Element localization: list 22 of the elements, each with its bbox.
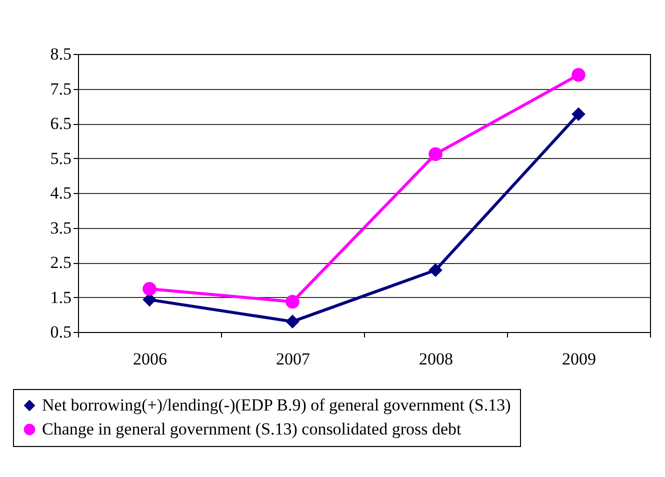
point bbox=[428, 263, 442, 278]
y-tick-label: 6.5 bbox=[50, 114, 72, 133]
point bbox=[286, 314, 300, 328]
point bbox=[572, 107, 586, 122]
y-tick-label: 8.5 bbox=[50, 44, 72, 64]
y-tick-label: 5.5 bbox=[50, 148, 72, 168]
legend-label: Net borrowing(+)/lending(-)(EDP B.9) of general government (S.13) bbox=[42, 396, 511, 414]
legend-label: Change in general government (S.13) consolidated gross debt bbox=[42, 420, 462, 438]
point bbox=[572, 68, 586, 82]
x-tick-label: 2007 bbox=[276, 350, 310, 368]
point bbox=[142, 282, 156, 296]
y-tick-label: 2.5 bbox=[50, 253, 72, 272]
point bbox=[428, 147, 442, 161]
x-tick-label: 2008 bbox=[419, 350, 453, 368]
y-tick-label: 0.5 bbox=[50, 322, 72, 342]
y-tick-label: 7.5 bbox=[50, 79, 72, 98]
y-tick-label: 3.5 bbox=[50, 218, 72, 238]
x-tick-label: 2009 bbox=[562, 350, 596, 368]
x-tick-label: 2006 bbox=[133, 350, 167, 368]
y-tick-label: 4.5 bbox=[50, 184, 72, 202]
y-tick-label: 1.5 bbox=[50, 288, 72, 307]
point bbox=[286, 294, 300, 309]
